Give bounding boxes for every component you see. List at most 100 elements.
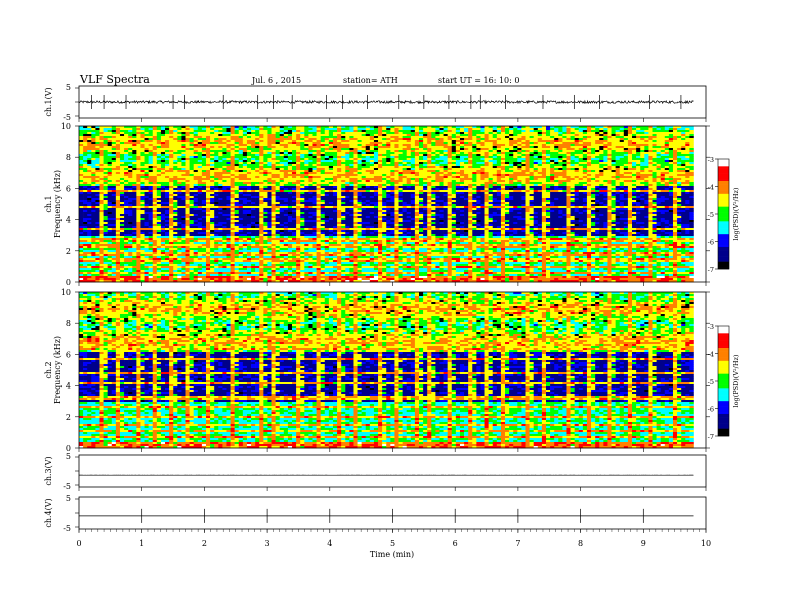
spec-cell [283, 174, 289, 177]
spec-cell [476, 190, 481, 193]
spec-cell [353, 178, 358, 181]
spec-cell [83, 138, 88, 141]
spec-cell [607, 164, 612, 167]
spec-cell [304, 152, 309, 155]
spec-cell [394, 144, 399, 147]
spec-cell [689, 178, 694, 181]
spec-cell [423, 174, 428, 177]
spec-cell [214, 190, 219, 193]
spec-cell [210, 130, 215, 133]
spec-cell [677, 170, 682, 173]
spec-cell [525, 166, 530, 169]
spec-cell [623, 140, 629, 143]
spec-cell [263, 134, 268, 137]
spec-cell [132, 150, 137, 153]
spec-cell [218, 132, 223, 135]
spec-cell [648, 158, 653, 161]
spec-cell [275, 134, 281, 137]
spec-cell [582, 190, 588, 193]
spec-cell [668, 134, 674, 137]
spec-cell [468, 148, 473, 151]
spec-cell [472, 128, 477, 131]
spec-cell [476, 176, 481, 179]
spec-cell [599, 176, 604, 179]
spec-cell [128, 146, 133, 149]
spec-cell [251, 130, 256, 133]
spec-cell [332, 174, 338, 177]
spec-cell [554, 150, 559, 153]
spec-cell [513, 184, 518, 187]
spec-cell [234, 140, 240, 143]
spec-cell [337, 144, 342, 147]
spec-cell [410, 184, 416, 187]
spec-cell [632, 170, 637, 173]
spec-cell [332, 126, 338, 129]
spec-cell [541, 170, 547, 173]
spec-cell [591, 150, 596, 153]
spec-cell [623, 162, 629, 165]
spec-cell [554, 130, 559, 133]
spec-cell [402, 148, 408, 151]
spec-cell [308, 144, 313, 147]
spec-cell [509, 162, 514, 165]
spec-cell [361, 132, 367, 135]
spec-cell [165, 176, 170, 179]
spec-cell [509, 160, 514, 163]
spec-cell [505, 140, 510, 143]
spec-cell [521, 162, 526, 165]
spec-cell [464, 186, 469, 189]
spec-cell [353, 142, 358, 145]
spec-cell [513, 138, 518, 141]
spec-cell [419, 142, 424, 145]
spec-cell [394, 182, 399, 185]
spec-cell [230, 136, 235, 139]
spec-cell [451, 176, 457, 179]
spec-cell [668, 174, 674, 177]
spec-cell [378, 134, 383, 137]
spec-cell [570, 160, 575, 163]
spec-cell [320, 148, 326, 151]
spec-cell [169, 178, 174, 181]
spec-cell [189, 166, 194, 169]
spec-cell [468, 130, 473, 133]
spec-cell [591, 178, 596, 181]
spec-cell [574, 140, 580, 143]
spec-cell [296, 188, 301, 191]
spec-cell [279, 160, 285, 163]
spec-cell [132, 170, 137, 173]
spec-cell [271, 168, 276, 171]
spec-cell [632, 150, 637, 153]
spec-cell [648, 172, 653, 175]
spec-cell [165, 154, 170, 157]
spec-cell [230, 162, 235, 165]
spec-cell [484, 176, 489, 179]
spec-cell [636, 146, 641, 149]
spec-cell [337, 160, 342, 163]
spec-cell [279, 180, 285, 183]
spec-cell [148, 156, 154, 159]
spec-cell [312, 170, 317, 173]
spec-cell [611, 176, 616, 179]
spec-cell [83, 170, 88, 173]
spec-cell [353, 186, 358, 189]
spec-cell [394, 142, 399, 145]
spec-cell [361, 176, 367, 179]
spec-cell [648, 132, 653, 135]
spec-cell [373, 172, 379, 175]
spec-cell [591, 146, 596, 149]
spec-cell [529, 176, 534, 179]
spec-cell [296, 168, 301, 171]
spec-cell [414, 176, 420, 179]
spec-cell [648, 128, 653, 131]
spec-cell [287, 130, 293, 133]
spec-cell [394, 146, 399, 149]
spec-cell [144, 152, 149, 155]
spec-cell [439, 144, 444, 147]
spec-cell [312, 184, 317, 187]
spec-cell [640, 180, 645, 183]
spec-cell [500, 158, 506, 161]
spec-cell [373, 186, 379, 189]
spec-cell [230, 156, 235, 159]
spec-cell [586, 176, 592, 179]
spec-cell [169, 144, 174, 147]
